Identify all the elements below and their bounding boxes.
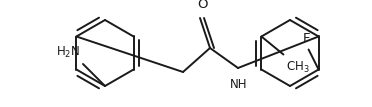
Text: H$_2$N: H$_2$N (56, 45, 80, 60)
Text: NH: NH (230, 78, 248, 91)
Text: O: O (197, 0, 207, 11)
Text: CH$_3$: CH$_3$ (286, 59, 310, 75)
Text: F: F (303, 31, 310, 45)
